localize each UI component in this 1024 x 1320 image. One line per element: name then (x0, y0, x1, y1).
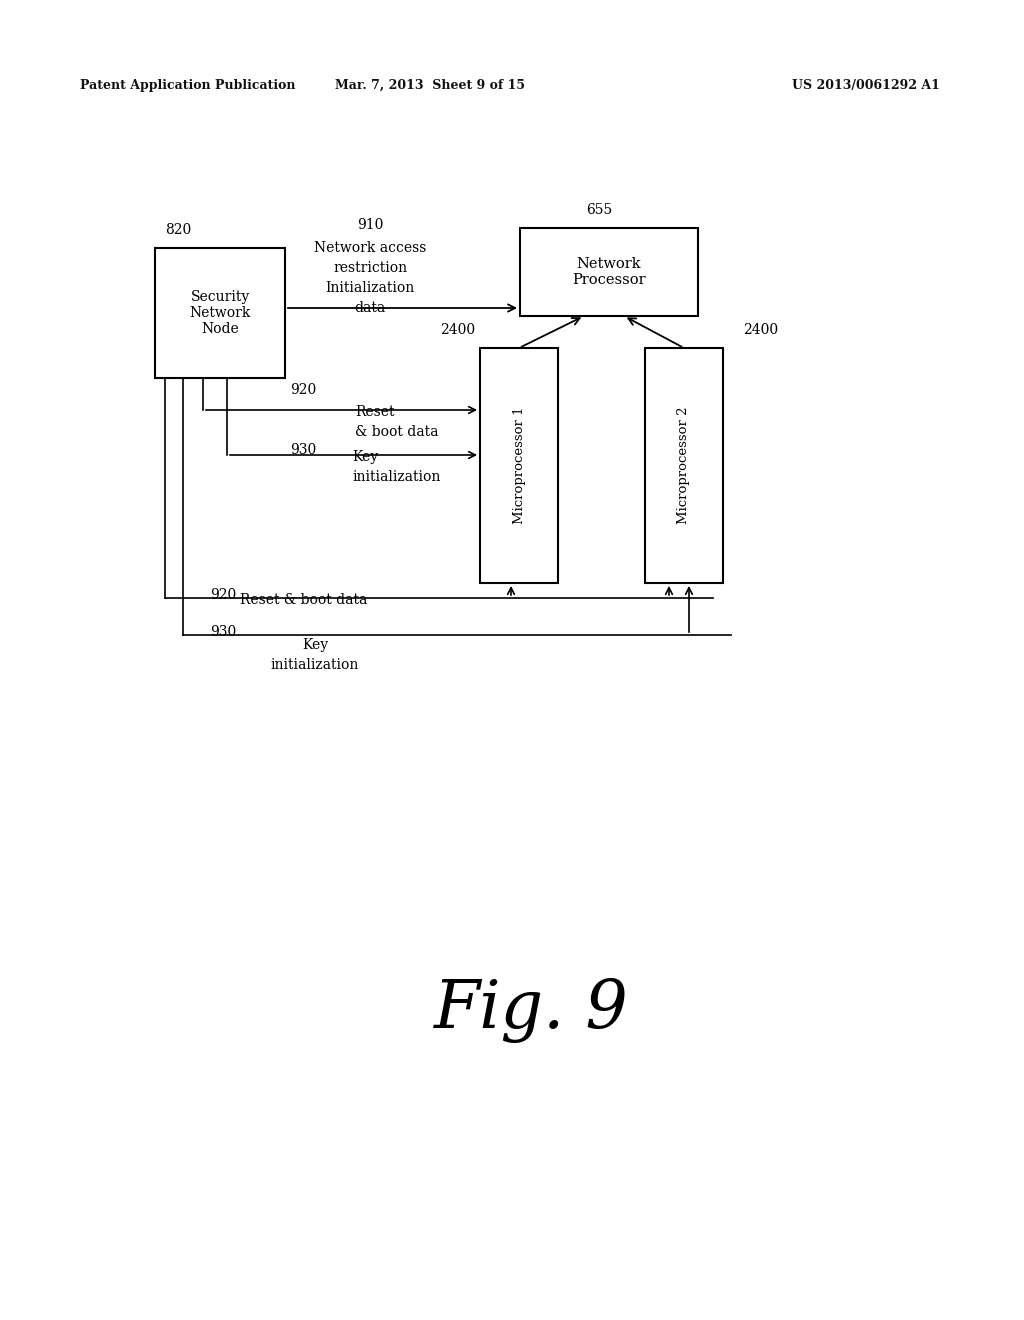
Text: restriction: restriction (333, 261, 408, 275)
Text: data: data (354, 301, 386, 315)
Bar (155, 248, 285, 378)
Text: Patent Application Publication: Patent Application Publication (80, 78, 296, 91)
Text: 930: 930 (290, 444, 316, 457)
Text: Microprocessor 2: Microprocessor 2 (678, 407, 690, 524)
Text: 910: 910 (356, 218, 383, 232)
Text: initialization: initialization (270, 657, 359, 672)
Text: 655: 655 (586, 203, 612, 216)
Text: 2400: 2400 (440, 323, 475, 337)
Text: 920: 920 (290, 383, 316, 397)
Text: 920: 920 (210, 587, 237, 602)
Text: Network
Processor: Network Processor (572, 257, 646, 286)
Text: Initialization: Initialization (326, 281, 415, 294)
Text: Reset & boot data: Reset & boot data (240, 593, 368, 607)
Text: Microprocessor 1: Microprocessor 1 (512, 407, 525, 524)
Text: Fig. 9: Fig. 9 (432, 977, 628, 1043)
Text: 2400: 2400 (742, 323, 778, 337)
Text: Network access: Network access (313, 242, 426, 255)
Text: Reset: Reset (355, 405, 394, 418)
Bar (480, 348, 558, 583)
Text: 930: 930 (210, 624, 237, 639)
Text: & boot data: & boot data (355, 425, 438, 440)
Bar (520, 228, 698, 315)
Text: Key: Key (302, 638, 328, 652)
Bar (645, 348, 723, 583)
Text: US 2013/0061292 A1: US 2013/0061292 A1 (793, 78, 940, 91)
Text: initialization: initialization (352, 470, 440, 484)
Text: 820: 820 (165, 223, 191, 238)
Text: Security
Network
Node: Security Network Node (189, 290, 251, 337)
Text: Key: Key (352, 450, 378, 465)
Text: Mar. 7, 2013  Sheet 9 of 15: Mar. 7, 2013 Sheet 9 of 15 (335, 78, 525, 91)
